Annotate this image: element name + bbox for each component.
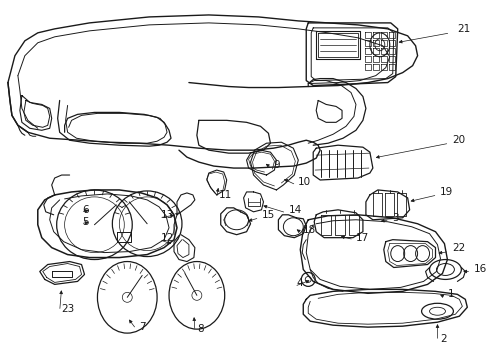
Text: 11: 11	[218, 190, 231, 200]
Text: 9: 9	[273, 160, 280, 170]
Text: 10: 10	[298, 177, 311, 187]
Text: 13: 13	[161, 210, 174, 220]
Text: 12: 12	[161, 233, 174, 243]
Text: 19: 19	[439, 187, 452, 197]
Text: 21: 21	[456, 24, 469, 34]
Text: 8: 8	[197, 324, 203, 334]
Text: 14: 14	[288, 205, 301, 215]
Text: 4: 4	[296, 278, 302, 288]
Text: 16: 16	[473, 265, 487, 274]
Text: 23: 23	[61, 304, 75, 314]
Text: 22: 22	[451, 243, 465, 253]
Text: 17: 17	[355, 233, 368, 243]
Text: 7: 7	[139, 322, 145, 332]
Text: 1: 1	[447, 289, 453, 300]
Text: 18: 18	[303, 225, 316, 235]
Text: 2: 2	[440, 334, 446, 344]
Text: 3: 3	[391, 213, 398, 223]
Text: 6: 6	[82, 205, 89, 215]
Text: 20: 20	[451, 135, 465, 145]
Text: 5: 5	[82, 217, 89, 227]
Text: 15: 15	[261, 210, 274, 220]
